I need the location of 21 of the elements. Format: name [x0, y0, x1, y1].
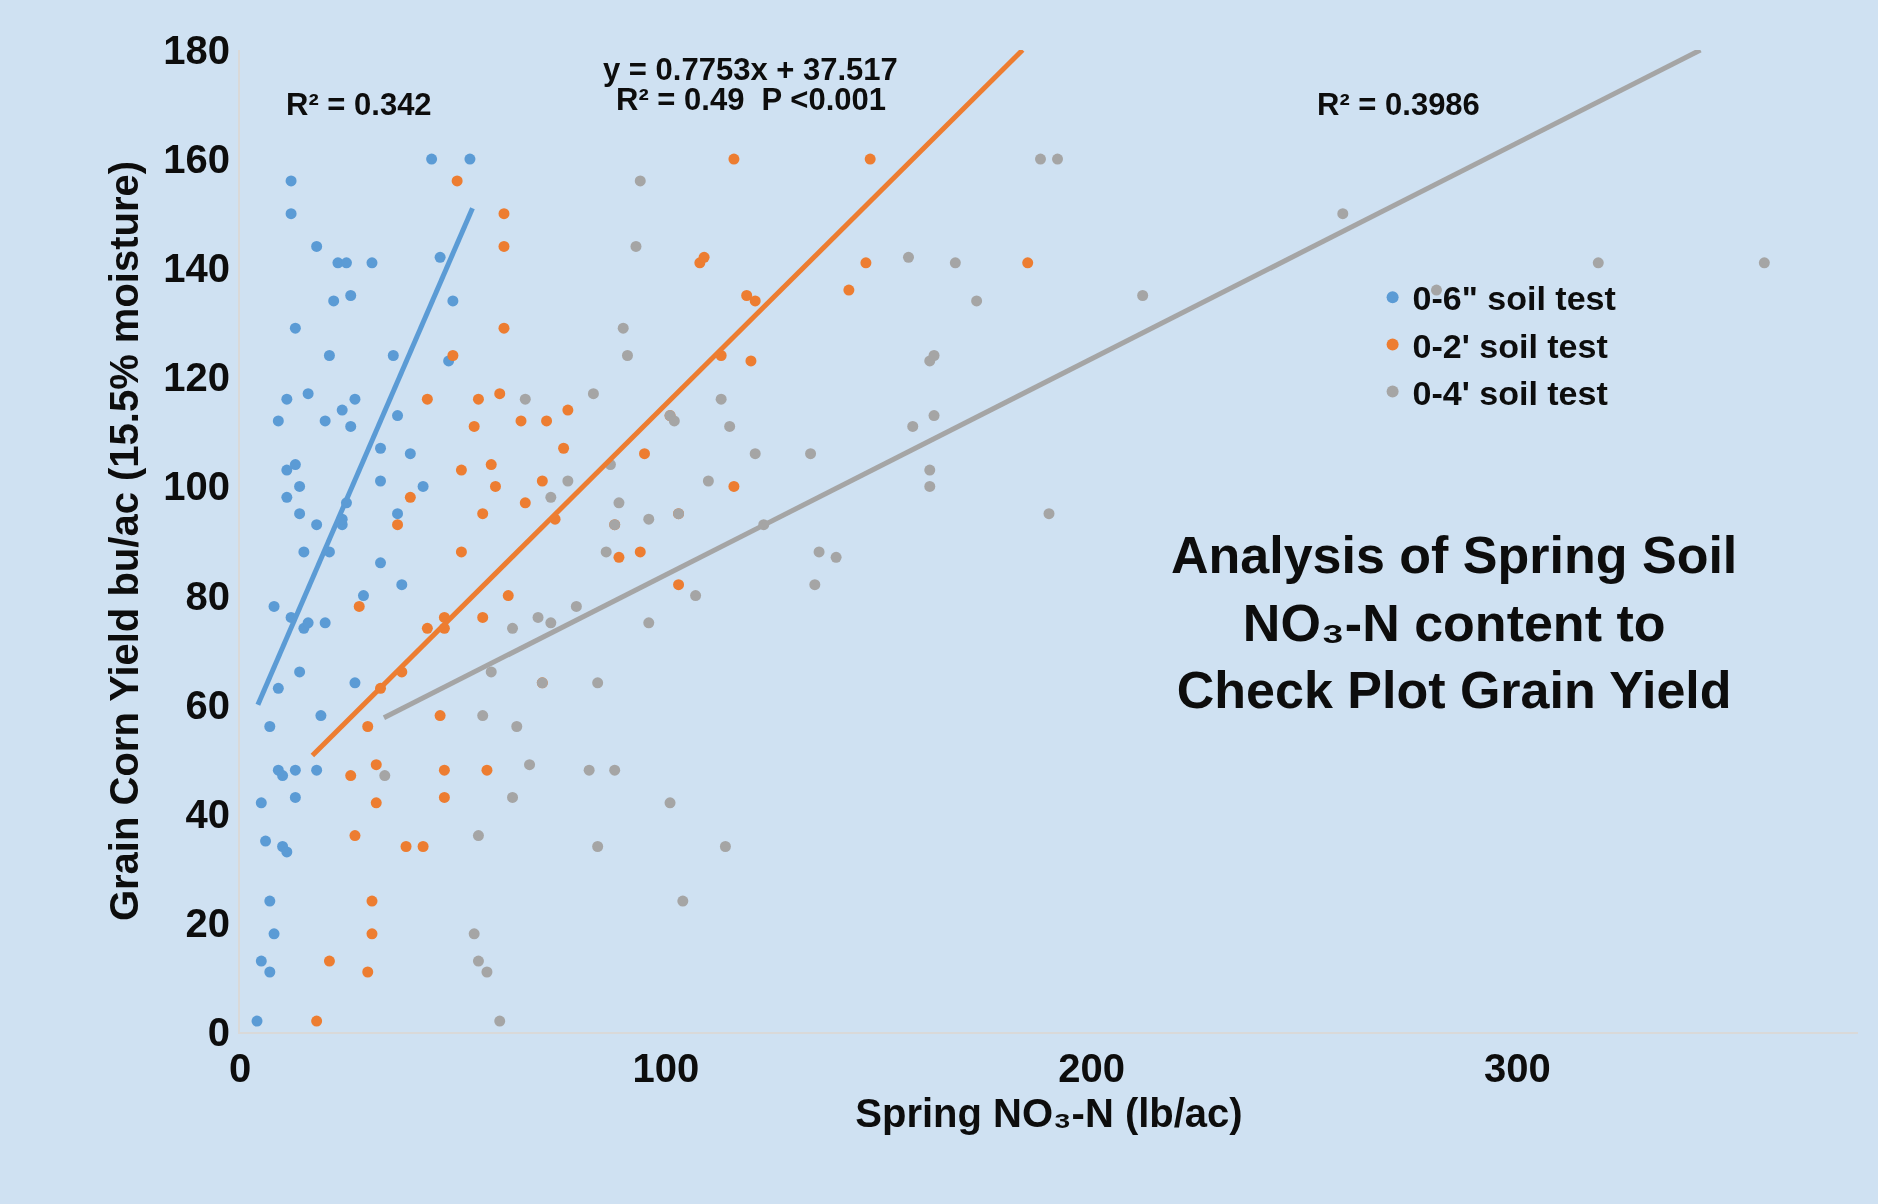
x-tick-label: 100 — [632, 1046, 700, 1090]
text: Analysis of Spring Soil NO₃-N content to Check Plot Grain Yield — [1171, 526, 1738, 720]
y-tick-label: 120 — [163, 355, 230, 400]
y-tick-label: 100 — [163, 464, 230, 509]
y-tick-label: 80 — [185, 573, 230, 618]
y-tick-label: 180 — [163, 28, 230, 72]
legend-label: 0-4' soil test — [1412, 373, 1608, 412]
y-axis-title: Grain Corn Yield bu/ac (15.5% moisture) — [102, 160, 147, 922]
x-tick-label: 300 — [1483, 1046, 1551, 1090]
x-tick-label: 200 — [1058, 1046, 1125, 1090]
y-tick-label: 160 — [163, 137, 230, 182]
y-tick-label: 60 — [185, 682, 230, 727]
annotation: R² = 0.342 — [286, 87, 432, 122]
y-tick-label: 20 — [185, 900, 230, 945]
x-axis-title: Spring NO₃-N (lb/ac) — [855, 1091, 1243, 1135]
y-tick-label: 40 — [185, 791, 230, 836]
y-tick-label: 140 — [163, 246, 230, 291]
annotation: R² = 0.3986 — [1317, 87, 1480, 122]
legend-label: 0-2' soil test — [1412, 326, 1608, 365]
legend-label: 0-6" soil test — [1412, 279, 1616, 318]
y-tick-label: 0 — [207, 1010, 230, 1054]
